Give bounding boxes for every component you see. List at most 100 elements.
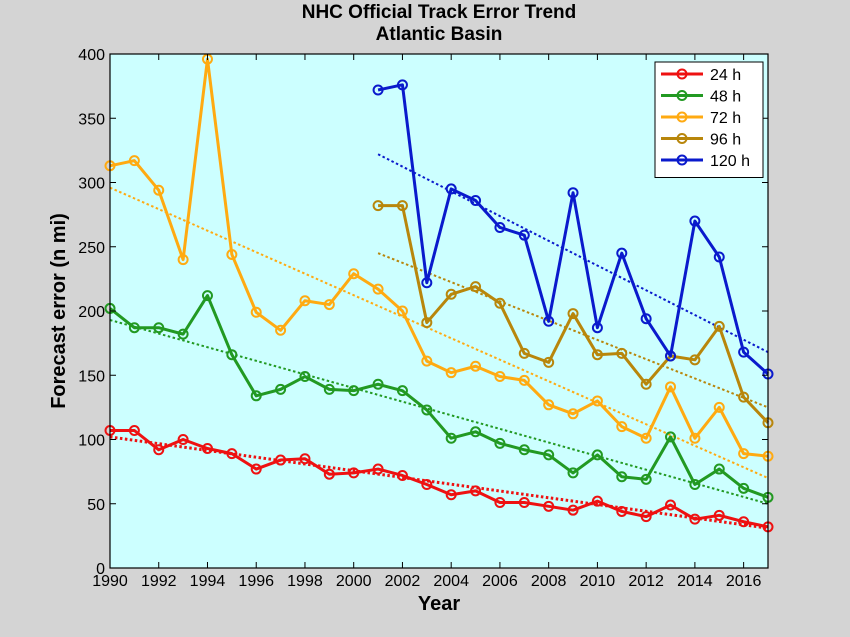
data-point bbox=[275, 383, 287, 395]
y-axis-label: Forecast error (n mi) bbox=[48, 213, 70, 409]
data-point bbox=[250, 390, 262, 402]
data-point bbox=[616, 421, 628, 433]
data-point bbox=[543, 399, 555, 411]
x-tick-label: 1994 bbox=[190, 573, 226, 590]
data-point bbox=[616, 347, 628, 359]
data-point bbox=[494, 496, 506, 508]
data-point bbox=[494, 437, 506, 449]
data-point bbox=[640, 432, 652, 444]
data-point bbox=[713, 401, 725, 413]
data-point bbox=[567, 308, 579, 320]
data-point bbox=[591, 322, 603, 334]
data-point bbox=[591, 495, 603, 507]
data-point bbox=[396, 469, 408, 481]
data-point bbox=[421, 277, 433, 289]
data-point bbox=[372, 200, 384, 212]
data-point bbox=[445, 288, 457, 300]
data-point bbox=[543, 449, 555, 461]
data-point bbox=[518, 374, 530, 386]
legend-swatch-marker bbox=[676, 133, 688, 144]
data-point bbox=[689, 478, 701, 490]
data-point bbox=[689, 513, 701, 525]
x-tick-label: 2016 bbox=[726, 573, 762, 590]
legend-label: 24 h bbox=[710, 67, 741, 84]
data-point bbox=[275, 454, 287, 466]
x-tick-label: 1992 bbox=[141, 573, 177, 590]
data-point bbox=[226, 349, 238, 361]
data-point bbox=[372, 84, 384, 96]
data-point bbox=[640, 313, 652, 325]
y-tick-label: 350 bbox=[78, 111, 105, 128]
y-tick-label: 250 bbox=[78, 240, 105, 257]
y-tick-label: 400 bbox=[78, 47, 105, 64]
data-point bbox=[470, 485, 482, 497]
data-point bbox=[567, 187, 579, 199]
data-point bbox=[396, 200, 408, 212]
x-tick-label: 1990 bbox=[92, 573, 128, 590]
x-tick-label: 2000 bbox=[336, 573, 372, 590]
x-tick-label: 1998 bbox=[287, 573, 323, 590]
series-line bbox=[110, 429, 769, 529]
data-point bbox=[738, 346, 750, 358]
data-point bbox=[177, 254, 189, 266]
legend-label: 96 h bbox=[710, 132, 741, 149]
data-point bbox=[250, 463, 262, 475]
data-point bbox=[518, 444, 530, 456]
data-point bbox=[518, 229, 530, 241]
data-point bbox=[396, 79, 408, 91]
legend-swatch-marker bbox=[676, 154, 688, 166]
data-point bbox=[567, 504, 579, 516]
data-point bbox=[738, 391, 750, 403]
legend-label: 72 h bbox=[710, 110, 741, 127]
data-point bbox=[518, 496, 530, 508]
data-point bbox=[372, 378, 384, 390]
data-point bbox=[396, 385, 408, 397]
data-point bbox=[738, 516, 750, 528]
data-point bbox=[470, 281, 482, 293]
data-point bbox=[543, 356, 555, 368]
x-tick-label: 1996 bbox=[238, 573, 274, 590]
data-point bbox=[445, 367, 457, 379]
data-point bbox=[616, 247, 628, 259]
data-point bbox=[421, 478, 433, 490]
data-point bbox=[421, 404, 433, 416]
x-tick-label: 2004 bbox=[433, 573, 469, 590]
trend-line bbox=[109, 319, 769, 505]
x-axis-label: Year bbox=[418, 593, 460, 615]
data-point bbox=[323, 299, 335, 311]
data-point bbox=[323, 468, 335, 480]
data-point bbox=[518, 347, 530, 359]
data-point bbox=[494, 221, 506, 233]
data-point bbox=[445, 432, 457, 444]
data-point bbox=[494, 297, 506, 309]
data-point bbox=[348, 385, 360, 397]
y-tick-label: 200 bbox=[78, 304, 105, 321]
data-point bbox=[226, 448, 238, 460]
data-point bbox=[445, 183, 457, 195]
data-point bbox=[591, 349, 603, 361]
data-point bbox=[275, 324, 287, 336]
data-point bbox=[591, 449, 603, 461]
data-point bbox=[201, 442, 213, 454]
legend-label: 48 h bbox=[710, 89, 741, 106]
x-tick-label: 2006 bbox=[482, 573, 518, 590]
data-point bbox=[470, 194, 482, 206]
series-line bbox=[377, 83, 770, 376]
legend: 24 h 48 h 72 h 96 h 120 h bbox=[654, 61, 764, 178]
data-point bbox=[128, 155, 140, 167]
data-point bbox=[299, 295, 311, 307]
x-tick-label: 2002 bbox=[385, 573, 421, 590]
data-point bbox=[348, 467, 360, 479]
data-point bbox=[567, 408, 579, 420]
data-point bbox=[323, 383, 335, 395]
data-point bbox=[421, 317, 433, 329]
x-tick-label: 2012 bbox=[628, 573, 664, 590]
legend-box bbox=[654, 61, 764, 178]
data-point bbox=[177, 434, 189, 445]
data-point bbox=[445, 489, 457, 501]
data-point bbox=[372, 463, 384, 475]
data-series bbox=[104, 53, 774, 533]
data-point bbox=[348, 268, 360, 280]
data-point bbox=[372, 283, 384, 295]
